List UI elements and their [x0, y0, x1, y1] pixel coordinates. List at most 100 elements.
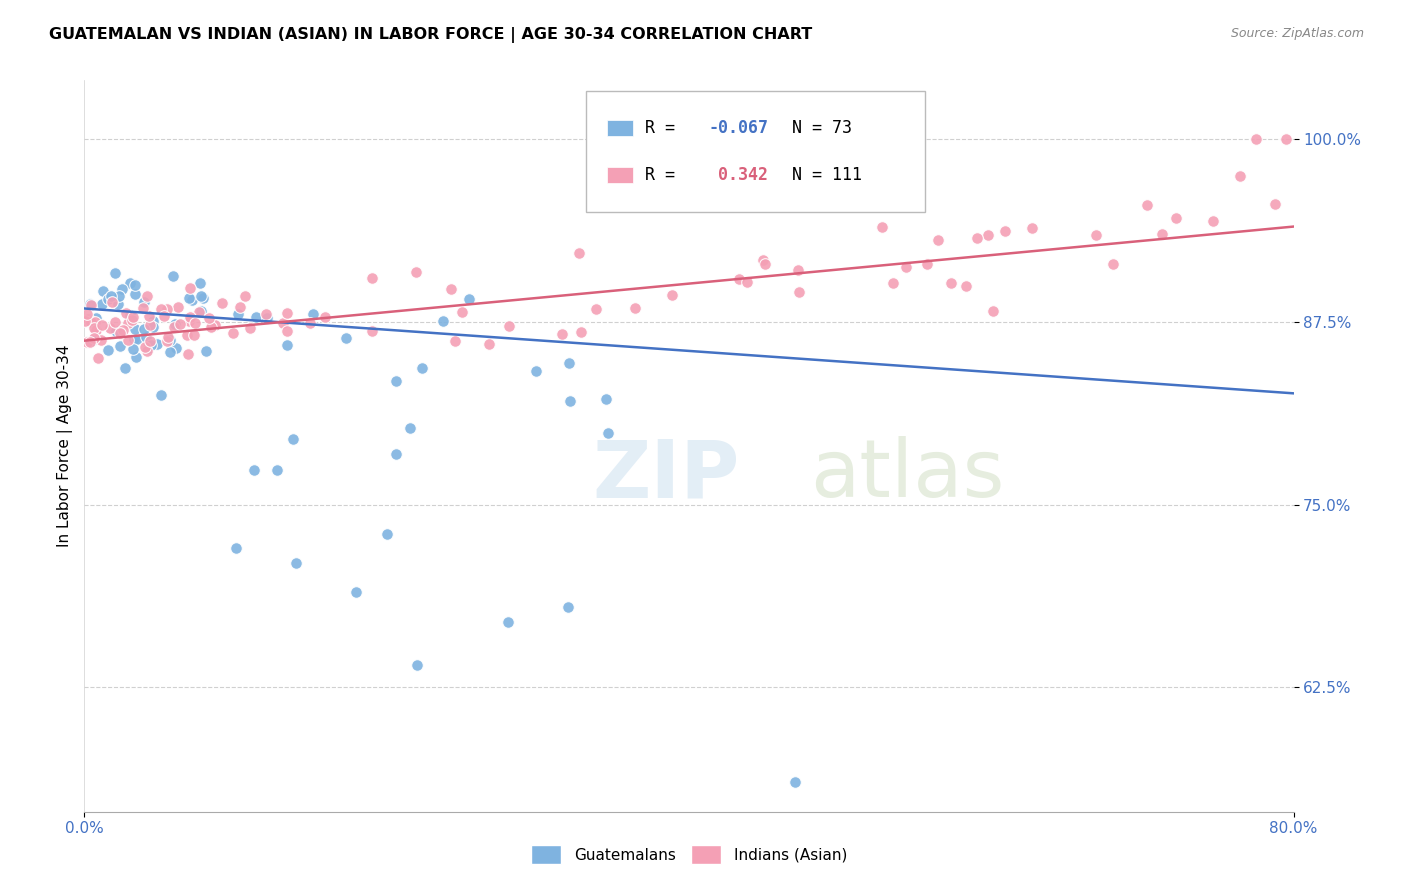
Point: [87, 351, 110, 366]
Point: [1229, 169, 1251, 183]
Y-axis label: In Labor Force | Age 30-34: In Labor Force | Age 30-34: [58, 344, 73, 548]
Point: [557, 599, 579, 614]
Point: [114, 361, 136, 376]
Point: [190, 304, 212, 318]
Point: [138, 309, 160, 323]
Point: [139, 338, 162, 352]
Point: [994, 224, 1017, 238]
Point: [183, 327, 205, 342]
Point: [90, 297, 112, 311]
Point: [162, 268, 184, 283]
Point: [111, 282, 134, 296]
Point: [179, 281, 201, 295]
Text: R =: R =: [645, 119, 685, 136]
Point: [117, 316, 139, 330]
Point: [191, 291, 214, 305]
Point: [254, 307, 277, 321]
Point: [125, 332, 148, 346]
Point: [194, 343, 217, 358]
Point: [124, 287, 146, 301]
Point: [235, 289, 257, 303]
Point: [121, 310, 143, 324]
Point: [271, 317, 294, 331]
Point: [225, 541, 247, 556]
Point: [432, 314, 454, 328]
Point: [560, 394, 582, 409]
Point: [1202, 214, 1225, 228]
Point: [444, 334, 467, 348]
Text: -0.067: -0.067: [709, 119, 768, 136]
Point: [243, 463, 266, 477]
Point: [108, 289, 131, 303]
Point: [149, 302, 172, 317]
Point: [335, 331, 357, 345]
Point: [201, 319, 224, 334]
Point: [90, 334, 112, 348]
Point: [79, 335, 101, 350]
Point: [1166, 211, 1188, 226]
Point: [122, 343, 145, 357]
Point: [104, 266, 127, 280]
Point: [76, 307, 98, 321]
Point: [83, 331, 105, 345]
Text: N = 111: N = 111: [772, 167, 862, 185]
Point: [981, 303, 1004, 318]
FancyBboxPatch shape: [607, 168, 633, 184]
Point: [142, 313, 165, 327]
Point: [955, 279, 977, 293]
Point: [870, 219, 893, 234]
Point: [132, 301, 155, 316]
Point: [977, 227, 1000, 242]
Point: [787, 285, 810, 300]
Point: [188, 277, 211, 291]
FancyBboxPatch shape: [607, 120, 633, 136]
Point: [200, 320, 222, 334]
Point: [97, 343, 120, 357]
Text: Source: ZipAtlas.com: Source: ZipAtlas.com: [1230, 27, 1364, 40]
Point: [159, 344, 181, 359]
Point: [276, 338, 298, 352]
Point: [77, 312, 100, 326]
Point: [457, 292, 479, 306]
Point: [100, 289, 122, 303]
Point: [385, 446, 408, 460]
Point: [153, 309, 176, 323]
Point: [117, 334, 139, 348]
Point: [176, 327, 198, 342]
Point: [97, 292, 120, 306]
Point: [134, 322, 156, 336]
Point: [176, 347, 198, 361]
Point: [551, 327, 574, 342]
Point: [179, 314, 201, 328]
Point: [411, 360, 433, 375]
Point: [177, 291, 200, 305]
Point: [84, 323, 107, 337]
Point: [793, 190, 815, 204]
Point: [498, 318, 520, 333]
Point: [882, 277, 904, 291]
Point: [229, 300, 252, 314]
Point: [384, 375, 406, 389]
Point: [165, 341, 187, 355]
Text: R =: R =: [645, 167, 685, 185]
Point: [132, 295, 155, 310]
Point: [1136, 198, 1159, 212]
Point: [360, 324, 382, 338]
Point: [1021, 221, 1043, 235]
Point: [101, 294, 124, 309]
Point: [108, 339, 131, 353]
Point: [558, 356, 581, 370]
Point: [524, 364, 547, 378]
Point: [142, 319, 165, 334]
Point: [82, 333, 104, 347]
Point: [245, 310, 267, 325]
Text: atlas: atlas: [810, 436, 1004, 515]
Point: [83, 321, 105, 335]
Point: [211, 296, 233, 310]
Point: [375, 526, 398, 541]
Point: [585, 302, 607, 317]
Point: [314, 310, 336, 324]
Point: [1102, 257, 1125, 271]
Point: [783, 775, 806, 789]
Point: [156, 301, 179, 316]
